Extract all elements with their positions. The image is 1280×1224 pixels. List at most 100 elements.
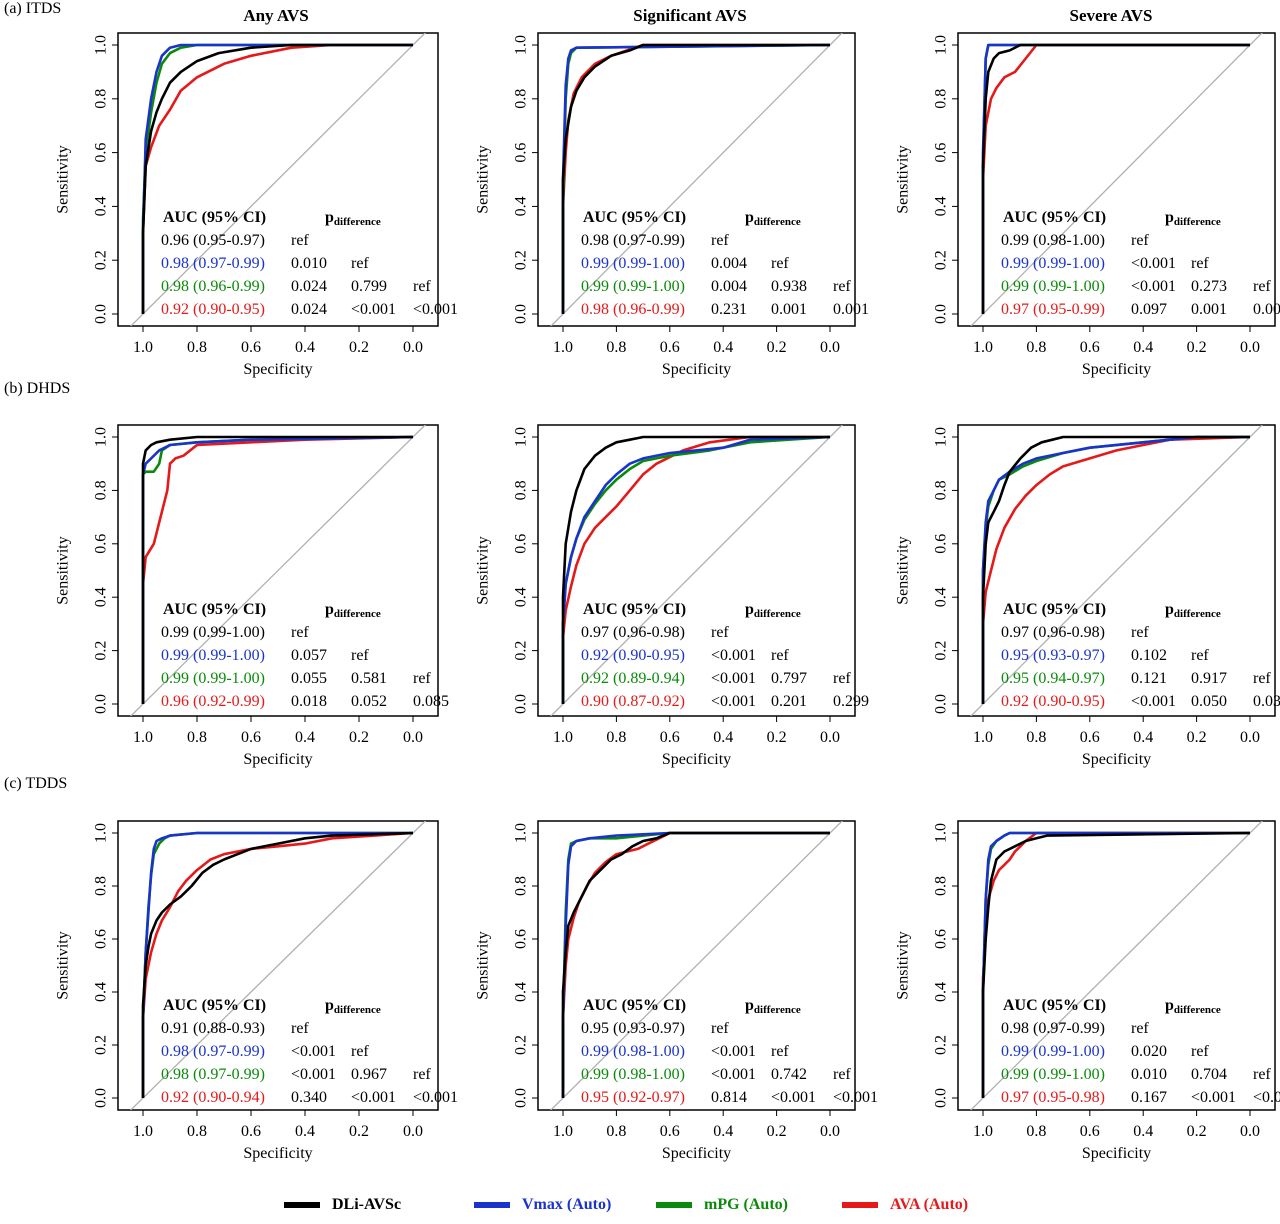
x-tick-label: 0.2 [767,1123,787,1140]
y-tick-label: 1.0 [513,427,530,447]
p-value: 0.097 [1131,301,1167,318]
p-value: 0.020 [1131,1043,1167,1060]
y-tick-label: 0.8 [93,89,110,109]
x-tick-label: 0.6 [660,729,680,746]
roc-panel-5: 1.0 0.8 0.6 0.4 0.2 0.0 0.0 0.2 0.4 0.6 0.8 1.0 Spec… [475,424,869,768]
diagonal-reference-line [550,425,843,716]
y-axis-label: Sensitivity [475,536,492,604]
y-tick-label: 1.0 [93,823,110,843]
legend-label-mpg: mPG (Auto) [704,1196,788,1213]
p-value: 0.917 [1191,670,1227,687]
p-value: ref [833,670,851,687]
auc-value-ava: 0.90 (0.87-0.92) [581,693,685,710]
x-tick-label: 0.4 [713,339,733,356]
auc-value-vmax: 0.98 (0.97-0.99) [161,1043,265,1060]
y-tick-label: 0.8 [513,876,530,896]
auc-value-mpg: 0.99 (0.99-1.00) [581,278,685,295]
auc-value-mpg: 0.99 (0.99-1.00) [161,670,265,687]
p-value: ref [351,255,369,272]
p-value: ref [351,647,369,664]
p-value: 0.001 [771,301,807,318]
p-difference-subscript: difference [334,216,381,228]
y-tick-label: 0.2 [933,1035,950,1055]
y-tick-label: 0.8 [513,480,530,500]
p-value: ref [711,624,729,641]
x-tick-label: 0.2 [349,729,369,746]
p-value: <0.001 [1131,255,1176,272]
p-value: ref [711,1020,729,1037]
y-tick-label: 1.0 [93,35,110,55]
roc-curve-ava [141,831,414,1098]
auc-value-vmax: 0.92 (0.90-0.95) [581,647,685,664]
x-tick-label: 0.8 [187,339,207,356]
x-tick-label: 0.8 [1026,1123,1046,1140]
x-tick-label: 0.0 [820,1123,840,1140]
plot-frame [117,424,439,717]
p-difference-subscript: difference [754,608,801,620]
y-tick-label: 0.6 [933,143,950,163]
p-difference-header: pdifference [1165,209,1221,228]
x-tick-label: 0.0 [1240,339,1260,356]
y-tick-label: 0.2 [513,1035,530,1055]
roc-curve-ava [561,435,830,704]
x-tick-label: 0.8 [1026,339,1046,356]
p-value: <0.001 [711,1066,756,1083]
x-tick-label: 1.0 [973,729,993,746]
auc-value-mpg: 0.95 (0.94-0.97) [1001,670,1105,687]
roc-curve-vmax [561,435,831,704]
p-value: 0.167 [1131,1089,1167,1106]
y-tick-label: 0.8 [93,876,110,896]
plot-frame [117,32,439,327]
p-value: 0.004 [711,278,747,295]
roc-panel-3: 1.0 0.8 0.6 0.4 0.2 0.0 0.0 0.2 0.4 0.6 0.8 1.0 Spec… [895,32,1280,378]
y-tick-label: 0.0 [933,694,950,714]
p-value: ref [771,255,789,272]
roc-panel-1: 1.0 0.8 0.6 0.4 0.2 0.0 0.0 0.2 0.4 0.6 0.8 1.0 Spec… [55,32,458,378]
x-tick-label: 0.2 [767,729,787,746]
p-value: ref [413,670,431,687]
y-tick-label: 0.2 [93,641,110,661]
p-value: 0.055 [291,670,327,687]
p-value: 0.001 [1253,301,1280,318]
x-tick-label: 1.0 [553,1123,573,1140]
p-value: 0.057 [291,647,327,664]
p-value: 0.814 [711,1089,747,1106]
y-tick-label: 0.2 [93,1035,110,1055]
column-title-severe-avs: Severe AVS [1069,6,1153,25]
x-tick-label: 0.6 [241,729,261,746]
roc-panel-6: 1.0 0.8 0.6 0.4 0.2 0.0 0.0 0.2 0.4 0.6 0.8 1.0 Spec… [895,424,1280,768]
p-value: ref [351,1043,369,1060]
x-tick-label: 0.4 [295,1123,315,1140]
roc-curve-dli-avsc [561,435,830,704]
x-tick-label: 0.0 [403,1123,423,1140]
p-value: <0.001 [291,1066,336,1083]
y-tick-label: 0.2 [513,250,530,270]
p-value: <0.001 [1253,1089,1280,1106]
plot-frame [537,32,856,327]
y-tick-label: 1.0 [513,823,530,843]
x-tick-label: 1.0 [133,729,153,746]
auc-header: AUC (95% CI) [1003,997,1106,1014]
plot-frame [537,820,856,1111]
y-tick-label: 0.0 [93,304,110,324]
roc-curve-dli-avsc [561,831,830,1098]
auc-value-ava: 0.96 (0.92-0.99) [161,693,265,710]
roc-curve-dli-avsc [981,43,1250,314]
x-tick-label: 0.2 [767,339,787,356]
x-tick-label: 0.8 [606,339,626,356]
x-tick-label: 1.0 [973,339,993,356]
auc-value-dli-avsc: 0.98 (0.97-0.99) [581,232,685,249]
column-title-significant-avs: Significant AVS [633,6,747,25]
p-difference-header: pdifference [745,997,801,1016]
row-label-itds: (a) ITDS [4,0,62,17]
column-title-any-avs: Any AVS [243,6,309,25]
p-value: ref [413,1066,431,1083]
auc-value-mpg: 0.98 (0.96-0.99) [161,278,265,295]
diagonal-reference-line [969,821,1264,1110]
y-tick-label: 0.6 [513,929,530,949]
x-tick-label: 0.2 [349,339,369,356]
plot-frame [957,32,1276,327]
y-tick-label: 0.4 [933,587,950,607]
p-value: <0.001 [413,1089,458,1106]
